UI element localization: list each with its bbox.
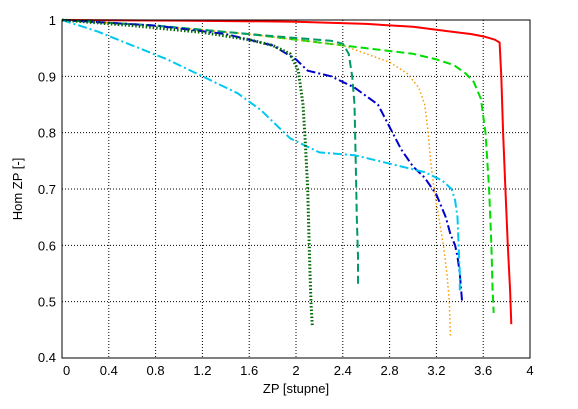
y-tick-label: 0.5 — [38, 295, 56, 310]
x-tick-label: 2.8 — [381, 363, 399, 378]
series-line-1 — [61, 19, 513, 325]
x-axis-label: ZP [stupne] — [263, 381, 329, 396]
x-tick-label: 4 — [526, 363, 533, 378]
x-tick-label: 1.6 — [240, 363, 258, 378]
y-axis-label: Hom ZP [-] — [10, 158, 25, 221]
series-line-3 — [61, 19, 452, 336]
series-lines — [61, 18, 513, 336]
series-line-2 — [61, 19, 495, 313]
plot-area-frame — [61, 19, 531, 359]
series-line-6 — [61, 19, 461, 291]
y-tick-label: 0.7 — [38, 182, 56, 197]
series-line-5 — [61, 19, 464, 302]
x-tick-label: 2.4 — [334, 363, 352, 378]
y-tick-label: 0.4 — [38, 350, 56, 365]
grid-lines — [62, 20, 530, 358]
y-tick-label: 0.9 — [38, 69, 56, 84]
series-line-7 — [61, 18, 314, 328]
x-tick-label: 0.4 — [100, 363, 118, 378]
y-tick-label: 0.6 — [38, 238, 56, 253]
x-tick-label: 2 — [292, 363, 299, 378]
series-line-4 — [61, 19, 359, 285]
x-tick-label: 3.2 — [427, 363, 445, 378]
x-tick-label: 3.6 — [474, 363, 492, 378]
y-tick-label: 0.8 — [38, 126, 56, 141]
y-tick-labels: 0.4 0.5 0.6 0.7 0.8 0.9 1 — [38, 13, 56, 365]
y-tick-label: 1 — [49, 13, 56, 28]
x-tick-label: 1.2 — [193, 363, 211, 378]
x-tick-label: 0.8 — [147, 363, 165, 378]
x-tick-label: 0 — [63, 363, 70, 378]
x-tick-labels: 0 0.4 0.8 1.2 1.6 2 2.4 2.8 3.2 3.6 4 — [63, 363, 534, 378]
